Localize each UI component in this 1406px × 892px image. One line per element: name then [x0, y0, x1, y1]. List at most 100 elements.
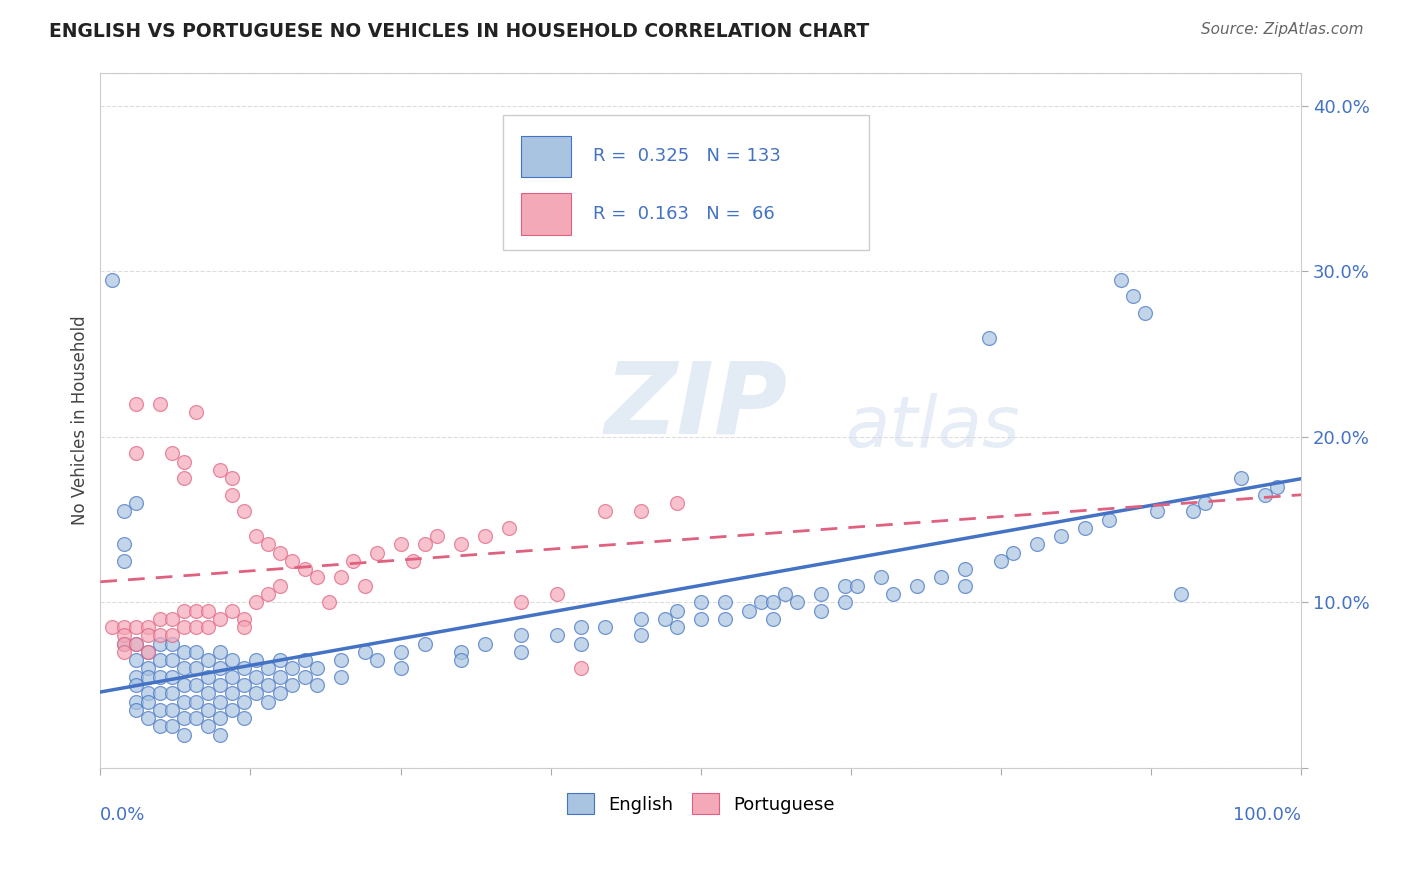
Point: [773, 587, 796, 601]
Point: [138, 694, 160, 708]
Point: [209, 678, 232, 692]
Point: [305, 661, 328, 675]
FancyBboxPatch shape: [503, 115, 869, 250]
Point: [112, 637, 135, 651]
Point: [630, 628, 652, 642]
Point: [162, 446, 184, 460]
Point: [1182, 504, 1205, 518]
Point: [342, 554, 364, 568]
Point: [149, 397, 172, 411]
Point: [221, 703, 243, 717]
Point: [281, 661, 304, 675]
Point: [269, 546, 291, 560]
Point: [366, 546, 388, 560]
Point: [245, 529, 267, 543]
Point: [173, 620, 195, 634]
Point: [197, 670, 219, 684]
Point: [294, 670, 316, 684]
Point: [245, 595, 267, 609]
Point: [389, 661, 412, 675]
Point: [546, 628, 568, 642]
Point: [186, 661, 208, 675]
Point: [221, 603, 243, 617]
Point: [498, 521, 520, 535]
Point: [257, 661, 280, 675]
Point: [1074, 521, 1097, 535]
Text: R =  0.325   N = 133: R = 0.325 N = 133: [593, 147, 780, 165]
Point: [233, 694, 256, 708]
Point: [269, 670, 291, 684]
Point: [149, 703, 172, 717]
Text: R =  0.163   N =  66: R = 0.163 N = 66: [593, 205, 775, 223]
Point: [786, 595, 808, 609]
Point: [125, 637, 148, 651]
Point: [197, 620, 219, 634]
Point: [138, 686, 160, 700]
Point: [714, 612, 737, 626]
Point: [186, 694, 208, 708]
Point: [905, 579, 928, 593]
Point: [1001, 546, 1024, 560]
Point: [197, 603, 219, 617]
Point: [125, 670, 148, 684]
Point: [173, 728, 195, 742]
Point: [665, 496, 688, 510]
FancyBboxPatch shape: [520, 194, 571, 235]
Point: [125, 620, 148, 634]
Point: [1146, 504, 1168, 518]
Point: [162, 686, 184, 700]
Point: [665, 620, 688, 634]
Point: [221, 471, 243, 485]
Point: [689, 612, 711, 626]
Point: [138, 670, 160, 684]
Point: [209, 463, 232, 477]
Point: [112, 637, 135, 651]
Point: [162, 653, 184, 667]
Point: [1026, 537, 1049, 551]
Point: [233, 620, 256, 634]
Point: [569, 620, 592, 634]
Point: [1050, 529, 1073, 543]
Point: [197, 703, 219, 717]
Point: [977, 331, 1000, 345]
Point: [112, 628, 135, 642]
Point: [426, 529, 449, 543]
Point: [101, 273, 124, 287]
Point: [149, 628, 172, 642]
Point: [125, 637, 148, 651]
Point: [929, 570, 952, 584]
Point: [101, 620, 124, 634]
Point: [749, 595, 772, 609]
Point: [245, 670, 267, 684]
Point: [630, 504, 652, 518]
Point: [149, 653, 172, 667]
Point: [810, 587, 832, 601]
Point: [353, 579, 375, 593]
Point: [353, 645, 375, 659]
Point: [665, 603, 688, 617]
Point: [162, 670, 184, 684]
Point: [221, 670, 243, 684]
Point: [762, 612, 785, 626]
Point: [197, 653, 219, 667]
Point: [233, 504, 256, 518]
Text: ZIP: ZIP: [605, 358, 787, 455]
Point: [112, 620, 135, 634]
Point: [209, 711, 232, 725]
Point: [762, 595, 785, 609]
Point: [953, 579, 976, 593]
Point: [413, 537, 436, 551]
Point: [125, 703, 148, 717]
Point: [1265, 479, 1288, 493]
Point: [1170, 587, 1192, 601]
Point: [593, 620, 616, 634]
Point: [125, 653, 148, 667]
Text: atlas: atlas: [845, 392, 1019, 462]
Point: [689, 595, 711, 609]
Point: [810, 603, 832, 617]
Point: [173, 645, 195, 659]
Point: [389, 645, 412, 659]
Point: [257, 537, 280, 551]
Point: [509, 645, 531, 659]
Point: [281, 678, 304, 692]
